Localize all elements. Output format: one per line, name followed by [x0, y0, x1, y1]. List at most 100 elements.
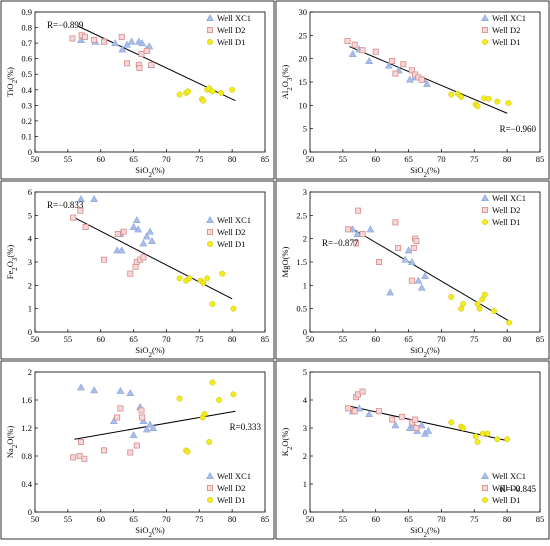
y-tick-label: 0 [303, 147, 307, 157]
y-tick-label: 1.5 [296, 257, 307, 267]
data-point-xc1 [148, 236, 156, 245]
data-point-d1 [186, 275, 193, 282]
data-point-d1 [474, 103, 481, 110]
legend-label: Well XC1 [492, 193, 526, 203]
data-point-xc1 [348, 49, 357, 58]
x-tick-label: 80 [503, 334, 512, 344]
data-point-xc1 [414, 276, 423, 284]
data-point-d2 [351, 41, 358, 48]
data-point-d2 [70, 214, 77, 221]
data-point-xc1 [386, 288, 395, 296]
y-tick-label: 0.8 [21, 451, 32, 461]
data-point-xc1 [139, 239, 148, 247]
y-axis-label: Na2O(%) [5, 426, 19, 458]
x-tick-label: 65 [129, 334, 138, 344]
legend-marker-d2 [481, 26, 488, 33]
x-tick-label: 80 [503, 514, 512, 524]
data-point-xc1 [77, 383, 85, 391]
data-point-d2 [127, 449, 134, 456]
y-tick-label: 0.4 [21, 85, 32, 95]
panel-border [0, 180, 275, 360]
legend-label: Well D2 [217, 25, 245, 35]
data-point-d1 [209, 379, 216, 386]
x-tick-label: 60 [96, 514, 105, 524]
data-point-d2 [410, 244, 417, 251]
x-axis-label: SiO2(%) [410, 345, 440, 359]
y-tick-label: 2 [303, 234, 307, 244]
data-point-d2 [70, 454, 77, 461]
y-tick-label: 30 [299, 7, 308, 17]
data-point-d2 [400, 61, 407, 68]
trend-line [349, 46, 508, 114]
legend-label: Well XC1 [492, 13, 526, 23]
data-point-d2 [408, 277, 415, 284]
data-point-xc1 [146, 227, 154, 235]
trend-line [349, 226, 511, 323]
legend-label: Well XC1 [217, 215, 251, 225]
data-point-d1 [230, 391, 237, 398]
y-tick-label: 3 [28, 257, 32, 267]
y-tick-label: 0.4 [21, 479, 32, 489]
data-point-d2 [351, 408, 358, 415]
panel-border [0, 360, 275, 540]
chart-panel-4: 50 55 60 65 70 75 80 85 0 0.5 1 1.5 2 2.5 3 SiO2(%) MgO(… [275, 180, 550, 360]
data-point-d1 [184, 448, 191, 455]
x-tick-label: 65 [404, 334, 413, 344]
data-point-xc1 [407, 257, 416, 266]
x-tick-label: 55 [64, 514, 73, 524]
legend-marker-d1 [207, 39, 213, 45]
x-tick-label: 70 [437, 514, 446, 524]
data-point-d2 [120, 228, 127, 235]
data-point-xc1 [384, 61, 393, 69]
y-tick-label: 0.1 [21, 131, 32, 141]
x-axis-label: SiO2(%) [410, 165, 440, 179]
legend-marker-xc1 [481, 13, 489, 22]
y-tick-label: 1.6 [21, 395, 32, 405]
data-point-xc1 [126, 388, 135, 397]
data-point-d2 [392, 70, 399, 77]
data-point-d1 [448, 294, 455, 300]
data-point-d2 [413, 237, 420, 244]
x-tick-label: 60 [371, 514, 380, 524]
data-point-d1 [216, 397, 222, 403]
data-point-xc1 [146, 420, 154, 428]
y-tick-label: 0.9 [21, 7, 32, 17]
data-point-d2 [101, 256, 108, 263]
y-tick-label: 0.5 [21, 69, 32, 79]
y-tick-label: 20 [299, 54, 308, 64]
x-tick-label: 75 [470, 514, 479, 524]
legend-label: Well D1 [217, 495, 245, 505]
chart-panel-5: 50 55 60 65 70 75 80 85 0 0.4 0.8 1.2 1.6 2 SiO2(%) Na2… [0, 360, 275, 540]
y-axis-label: Fe2O3(%) [5, 245, 19, 280]
y-tick-label: 5 [303, 124, 307, 134]
data-point-xc1 [365, 56, 374, 65]
data-point-d1 [472, 433, 479, 440]
legend-label: Well XC1 [217, 471, 251, 481]
data-point-d2 [408, 67, 415, 74]
data-point-d1 [209, 301, 216, 307]
data-point-d2 [395, 244, 402, 251]
data-point-d2 [82, 223, 89, 230]
data-point-d2 [136, 65, 143, 72]
data-point-d2 [413, 424, 420, 431]
data-point-d1 [485, 95, 492, 102]
y-tick-label: 5 [28, 210, 32, 220]
data-point-xc1 [391, 421, 400, 429]
data-point-d1 [176, 275, 183, 282]
x-tick-label: 65 [404, 154, 413, 164]
legend-label: Well D2 [492, 25, 520, 35]
legend-label: Well D2 [217, 227, 245, 237]
data-point-d2 [77, 207, 84, 214]
data-point-d2 [359, 47, 366, 54]
x-tick-label: 65 [129, 154, 138, 164]
data-point-d2 [389, 58, 396, 65]
y-tick-label: 1 [303, 479, 307, 489]
x-tick-label: 75 [470, 154, 479, 164]
legend-marker-xc1 [206, 215, 214, 224]
x-tick-label: 60 [371, 334, 380, 344]
x-tick-label: 50 [31, 154, 40, 164]
legend-label: Well D2 [492, 205, 520, 215]
chart-panel-3: 50 55 60 65 70 75 80 85 0 1 2 3 4 5 6 SiO2(%) Fe2O3(%) R=… [0, 180, 275, 360]
panel-border [275, 180, 550, 360]
data-point-d1 [206, 439, 213, 445]
